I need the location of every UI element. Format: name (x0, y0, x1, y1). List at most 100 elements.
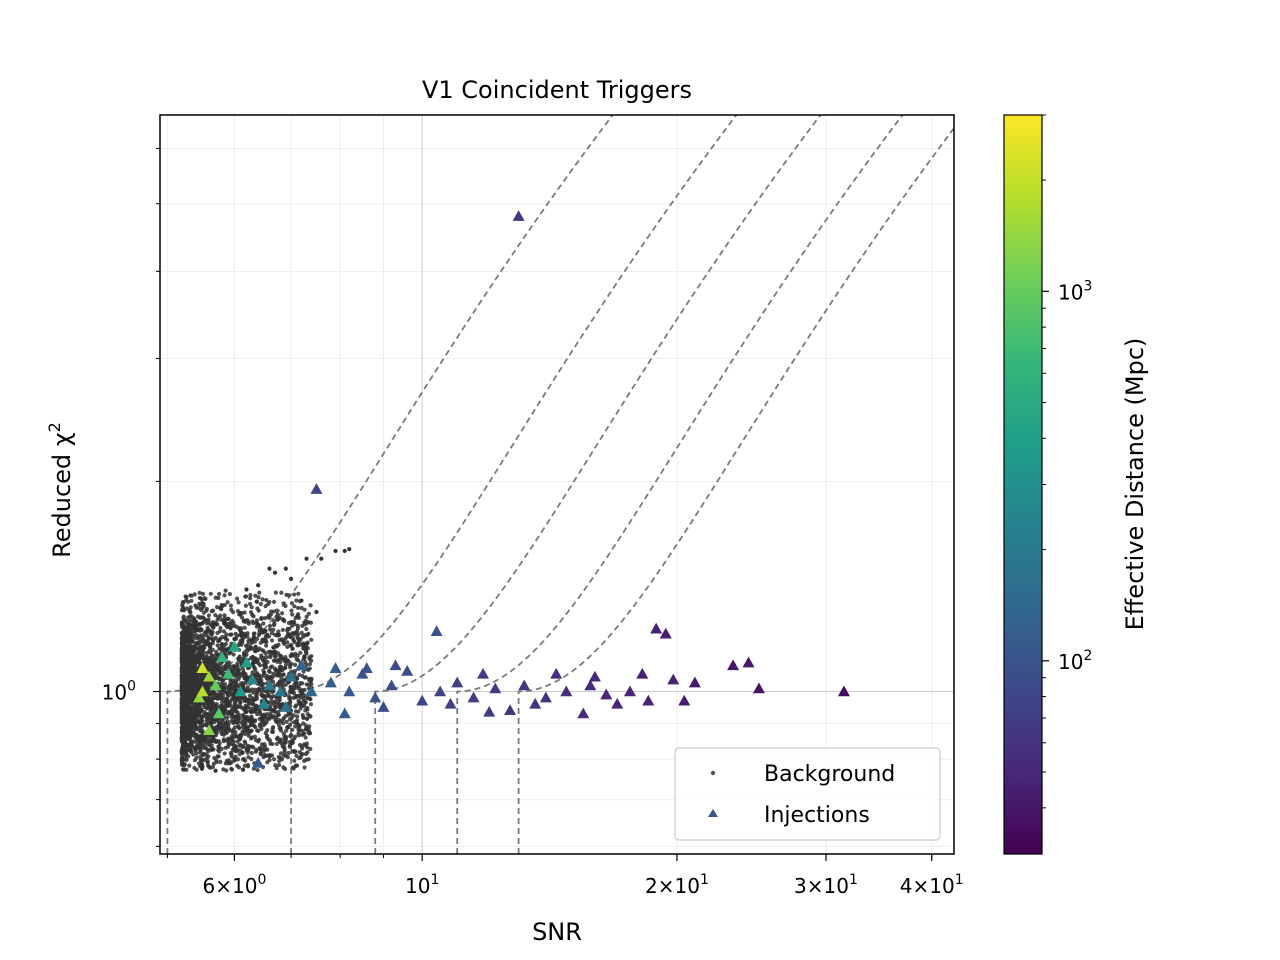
injection-point (401, 664, 414, 676)
background-point (292, 639, 297, 645)
background-point (214, 605, 220, 610)
background-point (283, 665, 288, 671)
background-point (292, 758, 297, 763)
background-point (283, 740, 288, 745)
background-point (299, 630, 304, 636)
background-point (206, 642, 212, 647)
background-point (187, 714, 192, 720)
background-point (215, 643, 220, 648)
background-point (253, 644, 258, 649)
background-point (222, 613, 227, 618)
injection-point (228, 640, 241, 652)
background-point (206, 617, 211, 622)
background-point (240, 682, 245, 688)
background-point (278, 726, 283, 731)
background-point (185, 615, 191, 620)
background-point (240, 729, 245, 734)
injection-point (636, 667, 649, 679)
background-point (181, 719, 186, 724)
background-point (216, 747, 221, 753)
background-point (192, 617, 197, 622)
background-point (201, 751, 206, 756)
background-point (186, 720, 191, 725)
background-point (197, 660, 202, 665)
background-point (193, 662, 198, 668)
background-point (295, 634, 300, 639)
background-point (252, 649, 258, 654)
background-point (194, 623, 200, 628)
injection-point (222, 667, 235, 679)
background-point (197, 601, 202, 606)
background-point (252, 639, 258, 644)
background-point (223, 728, 228, 733)
background-point (305, 641, 310, 646)
background-point (270, 726, 275, 731)
background-point (303, 660, 308, 665)
background-point (225, 600, 230, 605)
background-point (276, 617, 281, 622)
background-point (222, 593, 227, 598)
background-point (277, 680, 282, 685)
background-point (219, 669, 224, 674)
background-point (237, 626, 242, 631)
background-point (269, 631, 275, 636)
background-point (273, 705, 278, 710)
background-point (208, 622, 213, 627)
background-point (275, 735, 280, 740)
background-point (210, 764, 215, 770)
background-point (240, 632, 245, 637)
background-point (199, 627, 204, 632)
background-point (299, 703, 304, 708)
background-point (232, 743, 237, 748)
injection-point (305, 685, 318, 697)
background-point (276, 754, 281, 760)
background-point (276, 762, 282, 768)
background-point (264, 643, 269, 648)
background-point (249, 605, 254, 610)
background-point (235, 757, 241, 762)
background-point (300, 673, 305, 679)
background-point (280, 617, 285, 622)
background-point (186, 754, 191, 759)
background-point (283, 713, 288, 719)
background-point (253, 738, 258, 743)
injection-point (329, 662, 342, 673)
background-point (296, 591, 301, 596)
background-point (198, 746, 203, 752)
background-point (293, 724, 298, 729)
background-point (229, 607, 234, 612)
background-point (217, 677, 222, 682)
background-point (184, 767, 189, 772)
background-point (246, 733, 251, 738)
background-point (254, 696, 260, 701)
background-point (293, 704, 298, 709)
background-point (293, 734, 298, 739)
background-point (295, 693, 300, 698)
background-point (262, 713, 267, 719)
background-point (186, 724, 191, 729)
background-point (249, 744, 254, 749)
background-point (267, 627, 273, 632)
background-point (208, 656, 213, 661)
background-point (255, 621, 260, 627)
background-point (291, 720, 297, 725)
background-point (206, 635, 211, 640)
background-point (182, 762, 187, 767)
injection-point (416, 694, 429, 706)
background-point (193, 640, 198, 646)
background-point (245, 698, 250, 703)
injection-point (215, 651, 228, 662)
injection-point (196, 662, 209, 673)
background-point (236, 697, 241, 703)
background-point (288, 696, 293, 701)
background-point (306, 611, 311, 616)
background-point (307, 666, 312, 671)
background-point (289, 623, 295, 628)
background-point (251, 621, 256, 626)
background-point (239, 610, 244, 616)
background-point (304, 556, 309, 561)
background-point (221, 690, 226, 695)
background-point (295, 605, 301, 611)
background-point (196, 635, 202, 640)
injection-point (688, 676, 701, 688)
